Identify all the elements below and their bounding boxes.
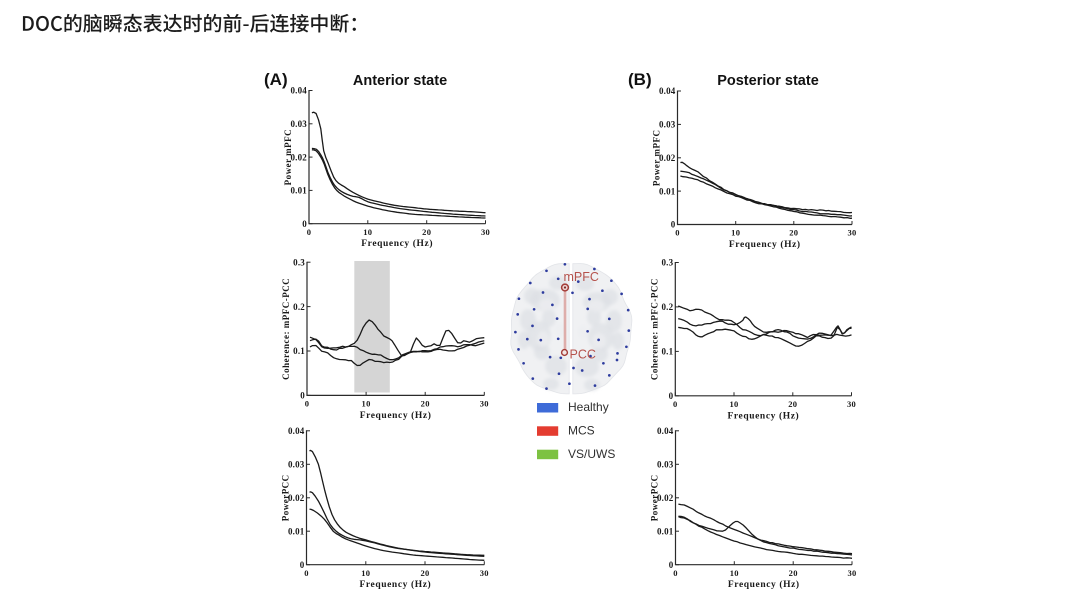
svg-text:0.02: 0.02	[290, 152, 307, 162]
svg-text:0.04: 0.04	[659, 86, 676, 96]
svg-text:Healthy: Healthy	[568, 400, 609, 414]
svg-text:0.1: 0.1	[661, 347, 673, 357]
svg-text:0: 0	[300, 560, 305, 570]
svg-text:PowerPCC: PowerPCC	[650, 474, 660, 521]
svg-text:20: 20	[788, 399, 797, 409]
svg-text:30: 30	[481, 227, 490, 237]
svg-text:10: 10	[731, 228, 740, 238]
svg-text:Frequency (Hz): Frequency (Hz)	[360, 410, 432, 421]
svg-text:Frequency (Hz): Frequency (Hz)	[727, 410, 799, 421]
svg-text:Frequency (Hz): Frequency (Hz)	[728, 579, 800, 590]
svg-text:30: 30	[847, 568, 856, 578]
svg-text:Frequency (Hz): Frequency (Hz)	[361, 238, 433, 249]
svg-text:20: 20	[422, 227, 431, 237]
svg-text:0.02: 0.02	[659, 153, 676, 163]
svg-text:MCS: MCS	[568, 424, 595, 438]
svg-text:Coherence: mPFC-PCC: Coherence: mPFC-PCC	[281, 278, 291, 380]
svg-text:0: 0	[675, 228, 680, 238]
svg-text:Anterior state: Anterior state	[353, 73, 447, 89]
svg-text:Coherence: mPFC-PCC: Coherence: mPFC-PCC	[650, 278, 660, 380]
svg-text:0: 0	[302, 219, 307, 229]
svg-text:10: 10	[363, 227, 372, 237]
svg-text:10: 10	[729, 399, 738, 409]
svg-text:30: 30	[480, 568, 489, 578]
svg-text:(A): (A)	[264, 70, 288, 89]
svg-text:0.02: 0.02	[288, 493, 305, 503]
svg-text:0: 0	[304, 568, 309, 578]
svg-text:0.02: 0.02	[657, 493, 674, 503]
svg-text:0.1: 0.1	[293, 346, 305, 356]
svg-text:20: 20	[421, 399, 430, 409]
svg-text:Frequency (Hz): Frequency (Hz)	[729, 239, 801, 250]
svg-text:PowerPCC: PowerPCC	[281, 474, 291, 521]
svg-text:10: 10	[730, 568, 739, 578]
svg-text:0: 0	[669, 391, 674, 401]
svg-text:20: 20	[789, 568, 798, 578]
svg-text:mPFC: mPFC	[564, 270, 599, 284]
svg-text:0: 0	[673, 568, 678, 578]
svg-text:10: 10	[362, 399, 371, 409]
svg-text:Power mPFC: Power mPFC	[283, 129, 293, 186]
svg-text:0.04: 0.04	[657, 426, 674, 436]
svg-text:0: 0	[300, 391, 305, 401]
svg-text:0.2: 0.2	[293, 302, 305, 312]
svg-text:Posterior state: Posterior state	[717, 73, 819, 89]
svg-text:0.04: 0.04	[290, 86, 307, 96]
svg-text:0.03: 0.03	[657, 460, 674, 470]
svg-text:(B): (B)	[628, 70, 652, 89]
svg-text:0.01: 0.01	[657, 526, 674, 536]
svg-text:30: 30	[480, 399, 489, 409]
svg-text:0: 0	[669, 560, 674, 570]
svg-text:20: 20	[789, 228, 798, 238]
svg-text:0.04: 0.04	[288, 426, 305, 436]
svg-text:Power mPFC: Power mPFC	[652, 130, 662, 187]
svg-text:0.3: 0.3	[293, 257, 305, 267]
svg-text:0.01: 0.01	[659, 186, 676, 196]
svg-text:Frequency (Hz): Frequency (Hz)	[359, 579, 431, 590]
svg-text:0.03: 0.03	[659, 120, 676, 130]
svg-text:0: 0	[671, 220, 676, 230]
svg-text:20: 20	[420, 568, 429, 578]
svg-text:PCC: PCC	[570, 348, 596, 362]
svg-text:30: 30	[847, 399, 856, 409]
svg-text:0.01: 0.01	[288, 526, 305, 536]
svg-text:0.01: 0.01	[290, 186, 307, 196]
svg-text:0: 0	[673, 399, 678, 409]
svg-text:VS/UWS: VS/UWS	[568, 447, 615, 461]
svg-text:0: 0	[305, 399, 310, 409]
svg-text:0.3: 0.3	[661, 258, 673, 268]
svg-text:0.2: 0.2	[661, 302, 673, 312]
svg-text:0.03: 0.03	[290, 119, 307, 129]
svg-text:0.03: 0.03	[288, 460, 305, 470]
svg-text:0: 0	[307, 227, 312, 237]
svg-text:30: 30	[847, 228, 856, 238]
svg-text:10: 10	[361, 568, 370, 578]
